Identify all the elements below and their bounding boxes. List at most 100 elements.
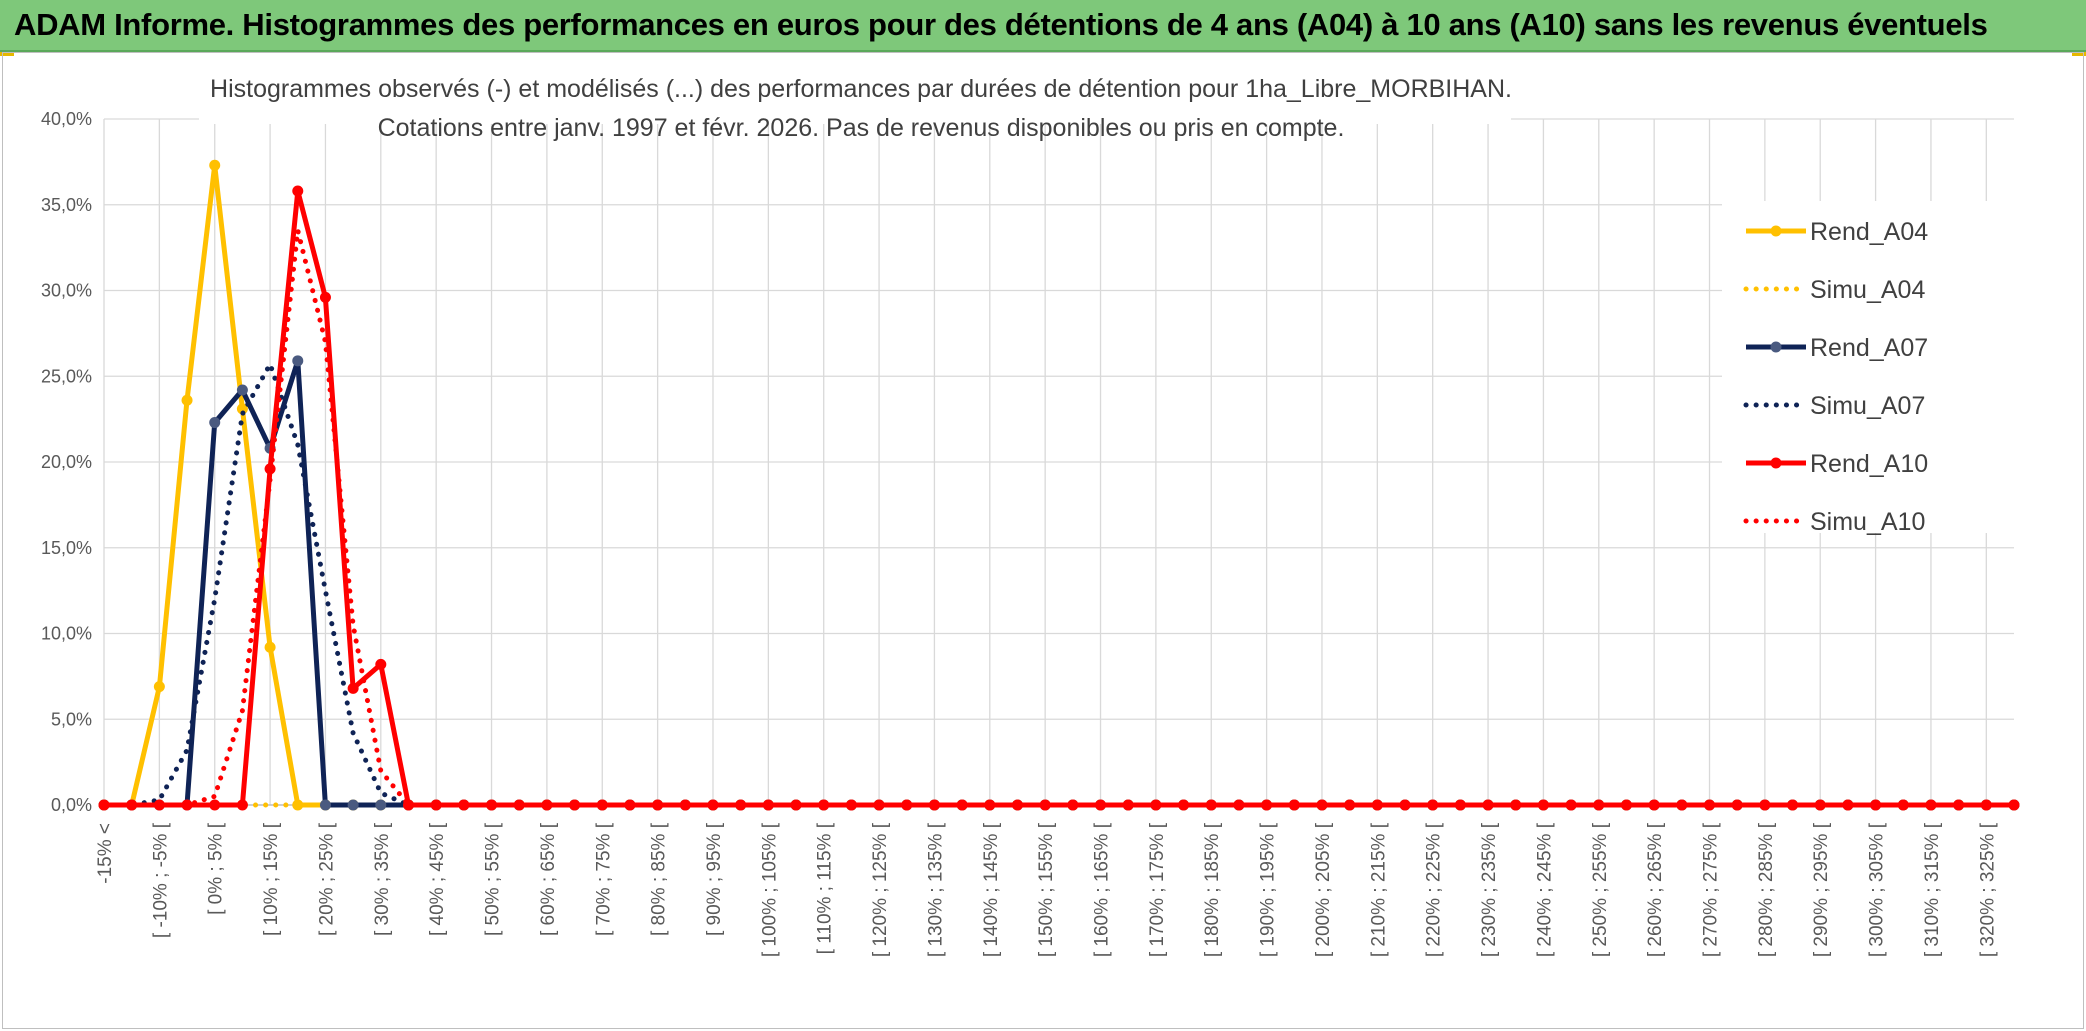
data-point-rend-a04 — [264, 641, 276, 653]
data-point-rend-a07 — [292, 355, 304, 367]
data-point-rend-a10 — [1150, 799, 1162, 811]
y-tick-label: 5,0% — [51, 709, 92, 729]
legend-label-simu-a10: Simu_A10 — [1810, 508, 1925, 536]
x-tick-label: [ 250% ; 255% [ — [1590, 822, 1611, 957]
data-point-rend-a07 — [347, 799, 359, 811]
data-point-rend-a10 — [1897, 799, 1909, 811]
data-point-rend-a10 — [624, 799, 636, 811]
x-tick-label: [ -10% ; -5% [ — [150, 822, 171, 938]
legend-label-rend-a07: Rend_A07 — [1810, 334, 1928, 362]
data-point-rend-a04 — [209, 159, 221, 171]
legend-label-simu-a07: Simu_A07 — [1810, 392, 1925, 420]
data-point-rend-a10 — [1122, 799, 1134, 811]
data-point-rend-a10 — [209, 799, 221, 811]
x-tick-label: [ 310% ; 315% [ — [1922, 822, 1943, 957]
data-point-rend-a10 — [1676, 799, 1688, 811]
data-point-rend-a10 — [845, 799, 857, 811]
x-tick-label: [ 40% ; 45% [ — [427, 822, 448, 936]
data-point-rend-a10 — [928, 799, 940, 811]
data-point-rend-a07 — [209, 417, 221, 429]
data-point-rend-a10 — [153, 799, 165, 811]
y-tick-label: 0,0% — [51, 795, 92, 815]
x-tick-label: [ 320% ; 325% [ — [1977, 822, 1998, 957]
data-point-rend-a10 — [1759, 799, 1771, 811]
data-point-rend-a10 — [1011, 799, 1023, 811]
x-tick-label: [ 280% ; 285% [ — [1756, 822, 1777, 957]
data-point-rend-a10 — [486, 799, 498, 811]
x-tick-label: [ 260% ; 265% [ — [1645, 822, 1666, 957]
data-point-rend-a10 — [126, 799, 138, 811]
x-tick-label: [ 130% ; 135% [ — [925, 822, 946, 957]
report-banner: ADAM Informe. Histogrammes des performan… — [0, 0, 2086, 52]
data-point-rend-a10 — [2008, 799, 2020, 811]
chart-title-line: Histogrammes observés (-) et modélisés (… — [210, 75, 1512, 103]
chart-frame: 0,0% 5,0% 10,0% 15,0% 20,0% 25,0% 30,0% 35,0% 40… — [2, 52, 2084, 1029]
legend-box — [1722, 201, 2014, 533]
x-tick-label: [ 190% ; 195% [ — [1258, 822, 1279, 957]
x-tick-label: [ 60% ; 65% [ — [538, 822, 559, 936]
x-tick-label: [ 290% ; 295% [ — [1811, 822, 1832, 957]
x-tick-label: -15% < — [95, 823, 116, 884]
x-tick-label: [ 230% ; 235% [ — [1479, 822, 1500, 957]
x-tick-label: [ 70% ; 75% [ — [593, 822, 614, 936]
data-point-rend-a10 — [1870, 799, 1882, 811]
x-tick-label: [ 90% ; 95% [ — [704, 822, 725, 936]
data-point-rend-a10 — [596, 799, 608, 811]
data-point-rend-a10 — [513, 799, 525, 811]
legend-label-rend-a04: Rend_A04 — [1810, 218, 1928, 246]
x-tick-label: [ 300% ; 305% [ — [1867, 822, 1888, 957]
legend-marker-rend-a04 — [1770, 225, 1782, 237]
data-point-rend-a10 — [1233, 799, 1245, 811]
x-tick-label: [ 140% ; 145% [ — [981, 822, 1002, 957]
data-point-rend-a07 — [319, 799, 331, 811]
data-point-rend-a10 — [1593, 799, 1605, 811]
legend-marker-rend-a10 — [1770, 457, 1782, 469]
x-tick-label: [ 50% ; 55% [ — [483, 822, 504, 936]
y-tick-label: 15,0% — [41, 538, 92, 558]
report-title: ADAM Informe. Histogrammes des performan… — [14, 7, 1988, 42]
x-tick-label: [ 270% ; 275% [ — [1701, 822, 1722, 957]
data-point-rend-a10 — [1787, 799, 1799, 811]
data-point-rend-a10 — [1980, 799, 1992, 811]
data-point-rend-a10 — [1482, 799, 1494, 811]
data-point-rend-a07 — [236, 384, 248, 396]
data-point-rend-a10 — [236, 799, 248, 811]
y-tick-label: 20,0% — [41, 452, 92, 472]
x-tick-label: [ 120% ; 125% [ — [870, 822, 891, 957]
data-point-rend-a10 — [1261, 799, 1273, 811]
data-point-rend-a10 — [375, 658, 387, 670]
x-tick-label: [ 30% ; 35% [ — [372, 822, 393, 936]
x-tick-label: [ 150% ; 155% [ — [1036, 822, 1057, 957]
y-tick-label: 10,0% — [41, 624, 92, 644]
data-point-rend-a10 — [1039, 799, 1051, 811]
data-point-rend-a10 — [818, 799, 830, 811]
data-point-rend-a10 — [707, 799, 719, 811]
x-tick-label: [ 180% ; 185% [ — [1202, 822, 1223, 957]
data-point-rend-a07 — [375, 799, 387, 811]
chart-title-line: Cotations entre janv. 1997 et févr. 2026… — [378, 114, 1345, 142]
x-tick-label: [ 10% ; 15% [ — [261, 822, 282, 936]
corner-accent-right — [2072, 52, 2086, 56]
y-tick-label: 30,0% — [41, 281, 92, 301]
x-tick-label: [ 100% ; 105% [ — [759, 822, 780, 957]
x-tick-label: [ 110% ; 115% [ — [815, 822, 836, 954]
corner-accent-left — [0, 52, 14, 56]
x-tick-label: [ 170% ; 175% [ — [1147, 822, 1168, 957]
legend-label-rend-a10: Rend_A10 — [1810, 450, 1928, 478]
series-line-simu-a10 — [101, 228, 2017, 808]
x-tick-label: [ 220% ; 225% [ — [1424, 822, 1445, 957]
x-tick-label: [ 210% ; 215% [ — [1368, 822, 1389, 957]
x-tick-label: [ 160% ; 165% [ — [1092, 822, 1113, 957]
y-tick-label: 40,0% — [41, 109, 92, 129]
data-point-rend-a10 — [292, 185, 304, 197]
data-point-rend-a10 — [1565, 799, 1577, 811]
legend-label-simu-a04: Simu_A04 — [1810, 276, 1925, 304]
data-point-rend-a10 — [1371, 799, 1383, 811]
data-point-rend-a10 — [1454, 799, 1466, 811]
x-tick-label: [ 240% ; 245% [ — [1534, 822, 1555, 957]
x-tick-label: [ 0% ; 5% [ — [206, 822, 227, 915]
y-tick-label: 25,0% — [41, 366, 92, 386]
data-point-rend-a10 — [1344, 799, 1356, 811]
data-point-rend-a04 — [153, 681, 165, 693]
